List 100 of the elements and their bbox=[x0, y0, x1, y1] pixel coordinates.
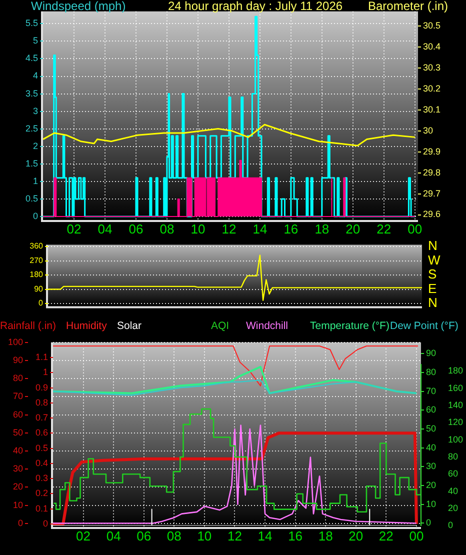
y2-tick-label: 0.7 bbox=[35, 412, 48, 423]
x-tick-label: 00 bbox=[409, 528, 424, 544]
x-tick-label: 10 bbox=[197, 528, 212, 544]
y-tick-label: 5.5 bbox=[25, 18, 38, 28]
y-tick-label: 0 bbox=[18, 518, 23, 528]
y-tick-label: 360 bbox=[30, 242, 44, 251]
y-tick-label: 60 bbox=[12, 409, 23, 420]
y-axis-title: Windspeed (mph) bbox=[31, 0, 126, 13]
text: Windchill bbox=[246, 320, 288, 333]
x-tick-label: 10 bbox=[190, 221, 206, 236]
y2-tick-label: 0.3 bbox=[35, 473, 48, 484]
y2-tick-label: 0.1 bbox=[35, 503, 48, 514]
y2-tick-label: 30.4 bbox=[423, 42, 441, 52]
y-tick-label: 70 bbox=[12, 391, 23, 402]
y3-tick-label: 80 bbox=[426, 367, 436, 378]
x-tick-label: 18 bbox=[318, 528, 333, 544]
y2-tick-label: 29.9 bbox=[423, 146, 441, 156]
y3-tick-label: 70 bbox=[426, 386, 436, 396]
text: W bbox=[428, 252, 441, 268]
y2-tick-label: 29.7 bbox=[423, 188, 441, 198]
y-tick-label: 60 bbox=[448, 468, 458, 479]
y-tick-label: 180 bbox=[30, 270, 44, 280]
y2-tick-label: 30.1 bbox=[423, 104, 441, 114]
y-tick-label: 40 bbox=[12, 445, 23, 456]
x-tick-label: 04 bbox=[98, 221, 112, 236]
y2-tick-label: 29.8 bbox=[423, 167, 441, 178]
text: AQI bbox=[211, 320, 230, 333]
text: N bbox=[428, 238, 438, 254]
x-tick-label: 20 bbox=[348, 528, 364, 544]
x-tick-label: 20 bbox=[346, 221, 360, 236]
x-tick-label: 06 bbox=[128, 221, 144, 236]
y2-tick-label: 0.8 bbox=[35, 397, 48, 408]
y-tick-label: 100 bbox=[8, 336, 23, 347]
y2-tick-label: 30 bbox=[423, 125, 434, 136]
y3-tick-label: 40 bbox=[426, 442, 436, 452]
x-tick-label: 08 bbox=[160, 221, 174, 236]
y-tick-label: 140 bbox=[448, 400, 464, 410]
x-tick-label: 06 bbox=[136, 528, 152, 544]
text: N bbox=[428, 295, 438, 310]
y3-tick-label: 20 bbox=[426, 480, 436, 490]
y2-tick-label: 29.6 bbox=[423, 209, 441, 220]
y-tick-label: 1.5 bbox=[25, 158, 38, 168]
x-tick-label: 18 bbox=[314, 221, 330, 236]
x-tick-label: 22 bbox=[376, 221, 392, 236]
y2-tick-label: 0.4 bbox=[35, 458, 48, 468]
y2-tick-label: 0.2 bbox=[35, 488, 48, 498]
y-tick-label: 80 bbox=[12, 373, 23, 384]
y-tick-label: 5 bbox=[32, 36, 38, 46]
text: Dew Point (°F) bbox=[390, 320, 458, 333]
y-tick-label: 90 bbox=[12, 354, 23, 365]
y-tick-label: 180 bbox=[448, 366, 464, 376]
x-tick-label: 02 bbox=[76, 528, 91, 544]
y-tick-label: 20 bbox=[12, 482, 23, 492]
x-tick-label: 02 bbox=[66, 221, 82, 236]
y-tick-label: 2 bbox=[32, 140, 38, 151]
y3-tick-label: 90 bbox=[426, 348, 436, 358]
y3-tick-label: 60 bbox=[426, 404, 436, 415]
y3-tick-label: 10 bbox=[426, 498, 436, 509]
y-tick-label: 4.5 bbox=[25, 53, 38, 64]
y-tick-label: 4 bbox=[32, 70, 38, 81]
x-tick-label: 08 bbox=[166, 528, 182, 544]
y-tick-label: 2.5 bbox=[25, 123, 38, 134]
y-tick-label: 40 bbox=[448, 486, 458, 496]
x-tick-label: 04 bbox=[106, 528, 121, 544]
x-tick-label: 14 bbox=[252, 221, 268, 236]
y2-tick-label: 1.1 bbox=[35, 352, 48, 362]
y-tick-label: 3 bbox=[32, 106, 38, 116]
y-tick-label: 10 bbox=[12, 500, 23, 510]
y-tick-label: 50 bbox=[12, 427, 23, 438]
y2-tick-label: 30.3 bbox=[423, 62, 441, 72]
y-tick-label: 30 bbox=[12, 464, 23, 474]
y-tick-label: 0 bbox=[448, 520, 454, 530]
x-tick-label: 12 bbox=[227, 528, 242, 544]
y2-tick-label: 30.5 bbox=[423, 20, 441, 31]
y3-tick-label: 30 bbox=[426, 461, 436, 472]
y2-tick-label: 30.2 bbox=[423, 83, 441, 94]
x-tick-label: 16 bbox=[284, 221, 298, 236]
x-tick-label: 00 bbox=[408, 221, 422, 236]
text: Temperature (°F) bbox=[310, 320, 390, 333]
y-tick-label: 80 bbox=[448, 451, 458, 462]
y-tick-label: 1 bbox=[32, 176, 38, 186]
y3-tick-label: 50 bbox=[426, 424, 436, 434]
text: E bbox=[428, 280, 437, 296]
y-tick-label: 160 bbox=[448, 382, 464, 393]
text: Solar bbox=[117, 320, 142, 333]
x-tick-label: 16 bbox=[288, 528, 303, 544]
y-tick-label: 0.5 bbox=[25, 193, 38, 204]
text: S bbox=[428, 266, 437, 282]
series-label: Humidity bbox=[66, 320, 107, 333]
x-tick-label: 14 bbox=[258, 528, 272, 544]
x-tick-label: 12 bbox=[222, 221, 236, 236]
y-tick-label: 100 bbox=[448, 434, 464, 444]
y2-tick-label: 0.9 bbox=[35, 382, 48, 392]
y-tick-label: 0 bbox=[32, 210, 38, 221]
y3-tick-label: 0 bbox=[426, 518, 432, 528]
y2-axis-title: Barometer (.in) bbox=[368, 0, 448, 13]
y-tick-label: 90 bbox=[34, 284, 44, 294]
y-tick-label: 120 bbox=[448, 417, 464, 428]
y-tick-label: 0 bbox=[38, 298, 44, 308]
y-tick-label: 3.5 bbox=[25, 88, 38, 98]
